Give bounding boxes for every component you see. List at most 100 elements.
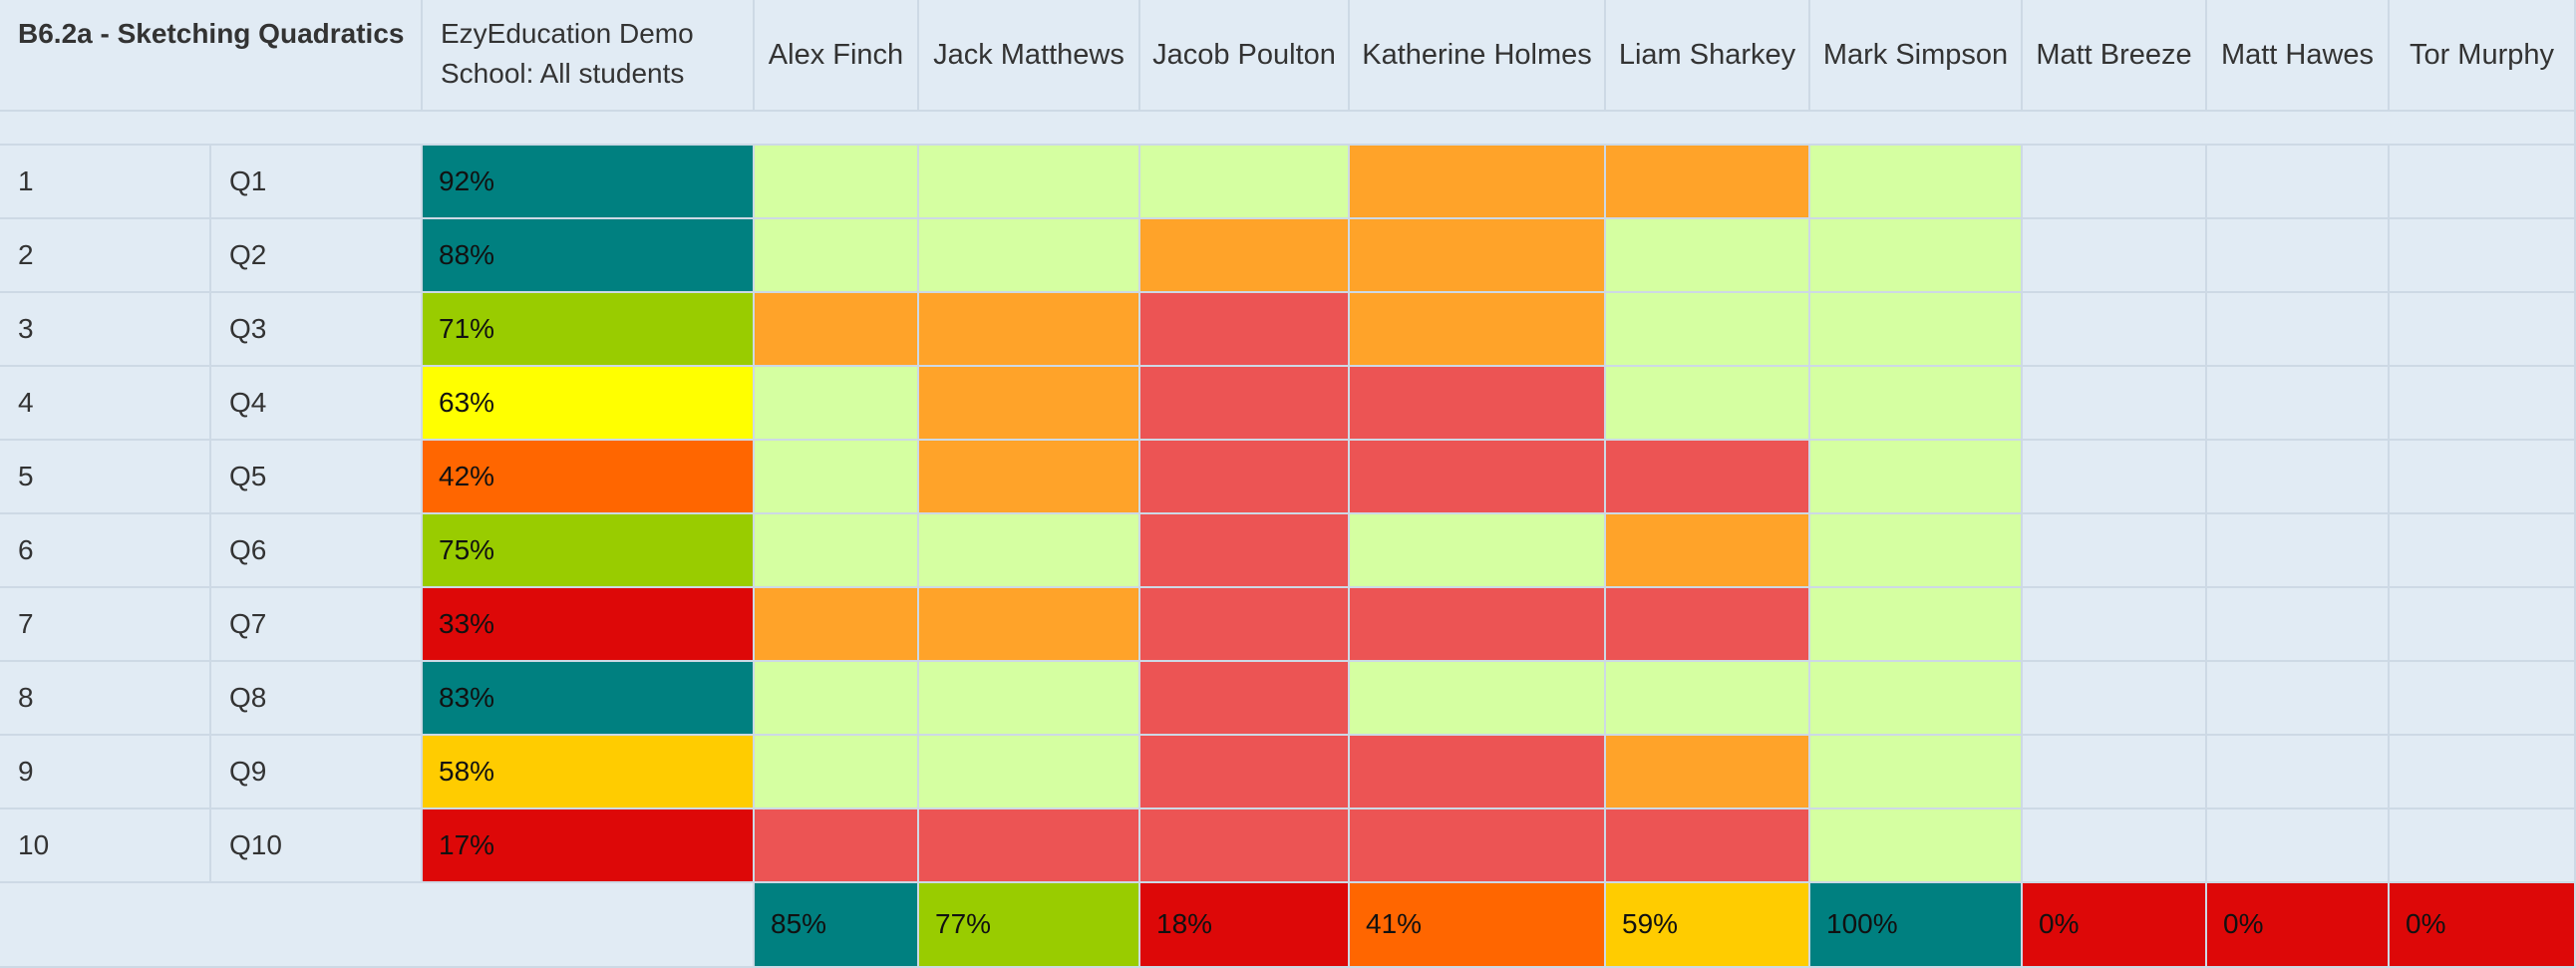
student-header[interactable]: Mark Simpson bbox=[1810, 0, 2023, 112]
result-cell[interactable] bbox=[1140, 293, 1350, 367]
result-cell[interactable] bbox=[1810, 736, 2023, 809]
result-cell[interactable] bbox=[2207, 809, 2390, 883]
result-cell[interactable] bbox=[1606, 809, 1810, 883]
result-cell[interactable] bbox=[2390, 662, 2576, 736]
result-cell[interactable] bbox=[755, 736, 919, 809]
result-cell[interactable] bbox=[2023, 736, 2207, 809]
question-label[interactable]: Q2 bbox=[211, 219, 423, 293]
result-cell[interactable] bbox=[1140, 809, 1350, 883]
result-cell[interactable] bbox=[1140, 146, 1350, 219]
result-cell[interactable] bbox=[2390, 293, 2576, 367]
result-cell[interactable] bbox=[2207, 736, 2390, 809]
result-cell[interactable] bbox=[1140, 367, 1350, 441]
student-header[interactable]: Jacob Poulton bbox=[1140, 0, 1350, 112]
result-cell[interactable] bbox=[1606, 146, 1810, 219]
result-cell[interactable] bbox=[2023, 367, 2207, 441]
result-cell[interactable] bbox=[2023, 588, 2207, 662]
result-cell[interactable] bbox=[919, 662, 1140, 736]
result-cell[interactable] bbox=[1810, 441, 2023, 514]
result-cell[interactable] bbox=[1810, 588, 2023, 662]
result-cell[interactable] bbox=[755, 809, 919, 883]
student-header[interactable]: Jack Matthews bbox=[919, 0, 1140, 112]
question-label[interactable]: Q6 bbox=[211, 514, 423, 588]
result-cell[interactable] bbox=[1810, 146, 2023, 219]
result-cell[interactable] bbox=[1140, 514, 1350, 588]
result-cell[interactable] bbox=[2390, 588, 2576, 662]
result-cell[interactable] bbox=[2023, 219, 2207, 293]
result-cell[interactable] bbox=[755, 219, 919, 293]
result-cell[interactable] bbox=[2207, 514, 2390, 588]
result-cell[interactable] bbox=[2207, 662, 2390, 736]
question-label[interactable]: Q1 bbox=[211, 146, 423, 219]
result-cell[interactable] bbox=[755, 662, 919, 736]
result-cell[interactable] bbox=[919, 219, 1140, 293]
result-cell[interactable] bbox=[1350, 219, 1606, 293]
result-cell[interactable] bbox=[2023, 809, 2207, 883]
result-cell[interactable] bbox=[2207, 146, 2390, 219]
result-cell[interactable] bbox=[2390, 146, 2576, 219]
result-cell[interactable] bbox=[1350, 514, 1606, 588]
result-cell[interactable] bbox=[755, 588, 919, 662]
result-cell[interactable] bbox=[1350, 293, 1606, 367]
student-header[interactable]: Matt Breeze bbox=[2023, 0, 2207, 112]
result-cell[interactable] bbox=[1606, 662, 1810, 736]
result-cell[interactable] bbox=[2207, 219, 2390, 293]
result-cell[interactable] bbox=[1350, 662, 1606, 736]
result-cell[interactable] bbox=[919, 809, 1140, 883]
result-cell[interactable] bbox=[2023, 441, 2207, 514]
question-label[interactable]: Q4 bbox=[211, 367, 423, 441]
result-cell[interactable] bbox=[1140, 662, 1350, 736]
result-cell[interactable] bbox=[2207, 588, 2390, 662]
student-header[interactable]: Tor Murphy bbox=[2390, 0, 2576, 112]
result-cell[interactable] bbox=[755, 367, 919, 441]
result-cell[interactable] bbox=[755, 293, 919, 367]
question-label[interactable]: Q3 bbox=[211, 293, 423, 367]
result-cell[interactable] bbox=[1606, 293, 1810, 367]
result-cell[interactable] bbox=[2390, 736, 2576, 809]
student-header[interactable]: Liam Sharkey bbox=[1606, 0, 1810, 112]
result-cell[interactable] bbox=[755, 146, 919, 219]
result-cell[interactable] bbox=[919, 736, 1140, 809]
question-label[interactable]: Q10 bbox=[211, 809, 423, 883]
result-cell[interactable] bbox=[2023, 662, 2207, 736]
student-header[interactable]: Matt Hawes bbox=[2207, 0, 2390, 112]
result-cell[interactable] bbox=[1810, 662, 2023, 736]
result-cell[interactable] bbox=[1810, 514, 2023, 588]
result-cell[interactable] bbox=[1810, 293, 2023, 367]
result-cell[interactable] bbox=[1140, 219, 1350, 293]
result-cell[interactable] bbox=[2390, 514, 2576, 588]
question-label[interactable]: Q9 bbox=[211, 736, 423, 809]
result-cell[interactable] bbox=[1606, 514, 1810, 588]
student-header[interactable]: Alex Finch bbox=[755, 0, 919, 112]
result-cell[interactable] bbox=[919, 514, 1140, 588]
result-cell[interactable] bbox=[1606, 736, 1810, 809]
result-cell[interactable] bbox=[755, 514, 919, 588]
result-cell[interactable] bbox=[1350, 809, 1606, 883]
result-cell[interactable] bbox=[2023, 146, 2207, 219]
question-label[interactable]: Q7 bbox=[211, 588, 423, 662]
result-cell[interactable] bbox=[1140, 588, 1350, 662]
result-cell[interactable] bbox=[1606, 367, 1810, 441]
result-cell[interactable] bbox=[2390, 367, 2576, 441]
result-cell[interactable] bbox=[1606, 588, 1810, 662]
result-cell[interactable] bbox=[2207, 367, 2390, 441]
question-label[interactable]: Q5 bbox=[211, 441, 423, 514]
result-cell[interactable] bbox=[1350, 736, 1606, 809]
result-cell[interactable] bbox=[2207, 293, 2390, 367]
result-cell[interactable] bbox=[1140, 441, 1350, 514]
result-cell[interactable] bbox=[1810, 809, 2023, 883]
result-cell[interactable] bbox=[1350, 441, 1606, 514]
result-cell[interactable] bbox=[1606, 441, 1810, 514]
question-label[interactable]: Q8 bbox=[211, 662, 423, 736]
result-cell[interactable] bbox=[1350, 367, 1606, 441]
result-cell[interactable] bbox=[755, 441, 919, 514]
result-cell[interactable] bbox=[2023, 293, 2207, 367]
result-cell[interactable] bbox=[1606, 219, 1810, 293]
result-cell[interactable] bbox=[1350, 146, 1606, 219]
result-cell[interactable] bbox=[2207, 441, 2390, 514]
result-cell[interactable] bbox=[1350, 588, 1606, 662]
result-cell[interactable] bbox=[919, 588, 1140, 662]
result-cell[interactable] bbox=[1810, 367, 2023, 441]
result-cell[interactable] bbox=[1140, 736, 1350, 809]
result-cell[interactable] bbox=[919, 367, 1140, 441]
